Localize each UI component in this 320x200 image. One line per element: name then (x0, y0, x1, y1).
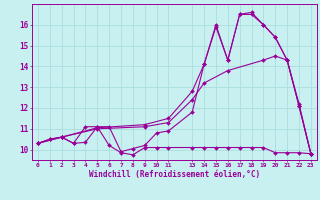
X-axis label: Windchill (Refroidissement éolien,°C): Windchill (Refroidissement éolien,°C) (89, 170, 260, 179)
